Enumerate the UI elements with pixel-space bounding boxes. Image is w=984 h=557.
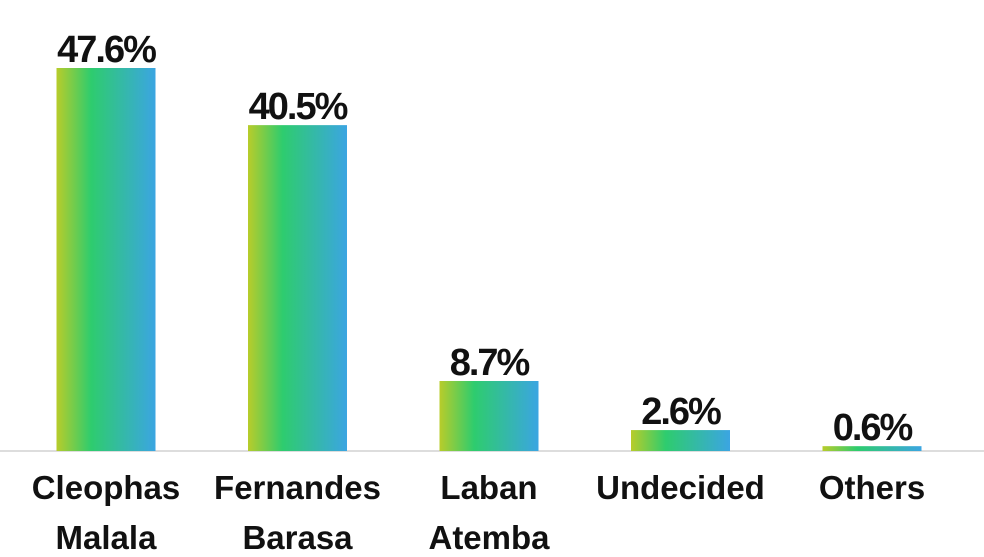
bar	[822, 446, 922, 451]
value-label: 47.6%	[57, 29, 156, 71]
bar	[248, 125, 347, 452]
bar	[631, 430, 730, 451]
category-line: Undecided	[596, 469, 765, 506]
value-label: 0.6%	[833, 407, 913, 449]
category-label: Undecided	[596, 469, 765, 506]
category-label: Fernandes Barasa	[214, 469, 381, 556]
category-label: Cleophas Malala	[32, 469, 181, 556]
category-line: Laban	[440, 469, 537, 506]
value-label: 40.5%	[249, 86, 348, 128]
category-line: Others	[819, 469, 925, 506]
category-line: Fernandes	[214, 469, 381, 506]
category-label: Laban Atemba	[428, 469, 550, 556]
category-label: Others	[819, 469, 925, 506]
category-line: Atemba	[428, 519, 550, 556]
category-line: Barasa	[242, 519, 353, 556]
category-line: Malala	[56, 519, 158, 556]
bar	[56, 68, 156, 451]
value-label: 8.7%	[450, 342, 530, 384]
category-line: Cleophas	[32, 469, 181, 506]
value-label: 2.6%	[641, 391, 721, 433]
bar	[439, 380, 539, 451]
